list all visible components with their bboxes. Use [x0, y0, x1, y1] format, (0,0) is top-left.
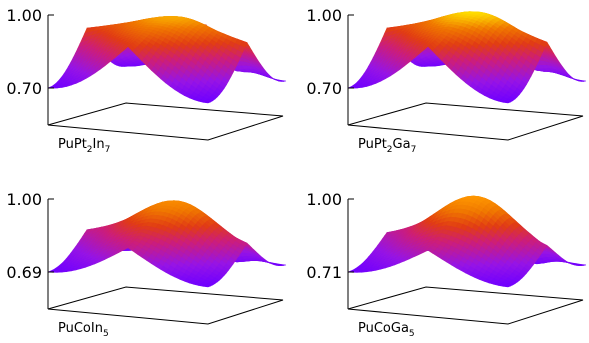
z-tick-label-max: 1.00: [306, 190, 342, 209]
label-subscript: 5: [409, 329, 415, 339]
z-tick-label-max: 1.00: [6, 6, 42, 25]
label-text: PuCoIn: [58, 321, 103, 336]
floor-box: [347, 102, 584, 141]
z-tick-label-min: 0.69: [6, 263, 42, 282]
surface-mesh: [47, 15, 287, 104]
label-subscript: 2: [387, 145, 393, 155]
floor-box: [47, 286, 284, 325]
label-subscript: 7: [105, 145, 111, 155]
label-text: PuCoGa: [358, 321, 409, 336]
label-text: In: [93, 137, 105, 152]
compound-label: PuCoGa5: [358, 321, 415, 339]
label-text: PuPt: [58, 137, 87, 152]
label-subscript: 7: [411, 145, 417, 155]
surface-mesh: [347, 195, 587, 288]
z-tick-label-min: 0.71: [306, 263, 342, 282]
surface-cell: [202, 100, 212, 104]
compound-label: PuPt2Ga7: [358, 137, 416, 155]
z-tick-label-max: 1.00: [6, 190, 42, 209]
label-subscript: 2: [87, 145, 93, 155]
compound-label: PuCoIn5: [58, 321, 109, 339]
floor-box: [47, 102, 284, 141]
label-text: Ga: [393, 137, 411, 152]
compound-label: PuPt2In7: [58, 137, 110, 155]
surface-mesh: [47, 200, 287, 288]
surface-panel: 1.00 0.69 PuCoIn5: [6, 190, 287, 339]
surface-mesh: [347, 11, 587, 104]
surface-cell: [502, 100, 512, 104]
label-text: PuPt: [358, 137, 387, 152]
surface-panel: 1.00 0.70 PuPt2Ga7: [306, 6, 587, 155]
surface-panel: 1.00 0.70 PuPt2In7: [6, 6, 287, 155]
label-subscript: 5: [103, 329, 109, 339]
z-tick-label-min: 0.70: [6, 79, 42, 98]
z-tick-label-min: 0.70: [306, 79, 342, 98]
surface-panel: 1.00 0.71 PuCoGa5: [306, 190, 587, 339]
floor-box: [347, 286, 584, 325]
z-tick-label-max: 1.00: [306, 6, 342, 25]
